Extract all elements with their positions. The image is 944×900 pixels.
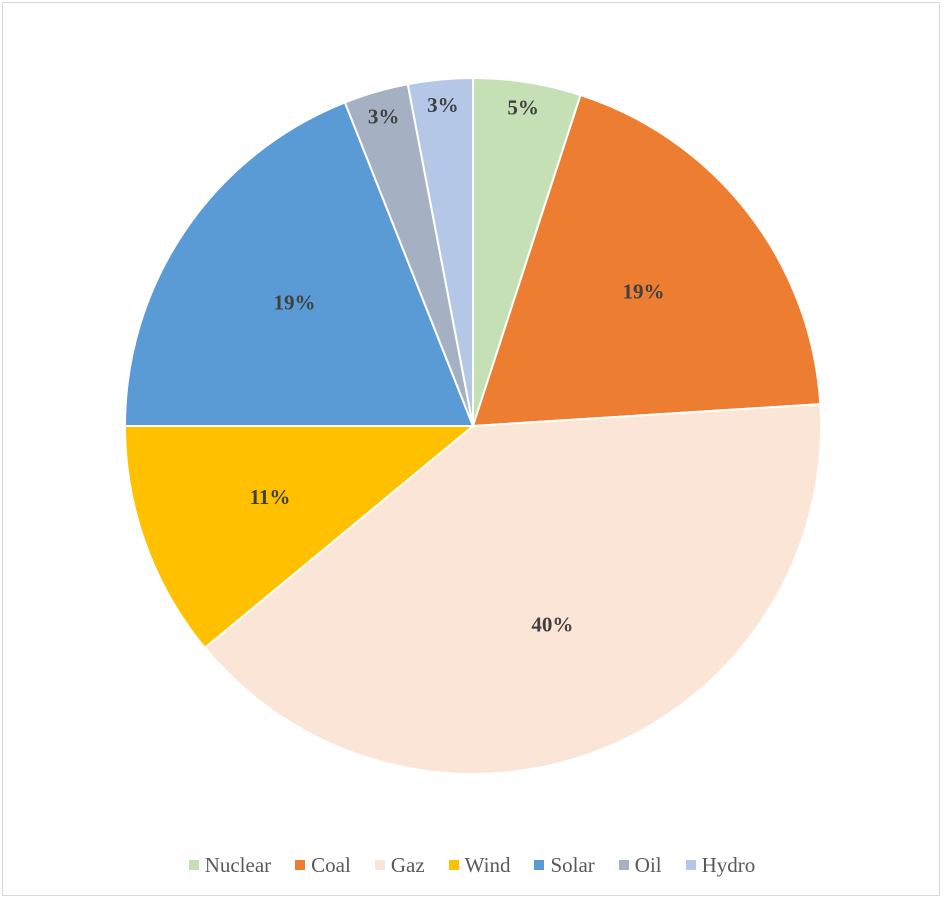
legend-swatch-nuclear [188,860,199,870]
pie-slice-solar [123,101,475,427]
legend-item-hydro: Hydro [685,852,756,878]
legend-label-nuclear: Nuclear [204,852,272,877]
legend-item-gaz: Gaz [374,852,425,878]
legend-item-solar: Solar [534,852,595,878]
pie-slice-wind [123,425,476,650]
legend-swatch-solar [534,860,545,870]
legend-item-coal: Coal [295,853,351,878]
pie-chart: 5% 19% 40% 11% 19% 3% 3% [123,76,822,775]
data-label-coal: 19% [622,280,664,304]
legend-label-solar: Solar [550,852,595,877]
legend-swatch-oil [618,860,629,870]
data-label-wind: 11% [250,485,291,509]
legend-swatch-gaz [374,860,385,870]
data-label-oil: 3% [368,104,400,128]
legend-label-oil: Oil [634,852,662,877]
data-label-hydro: 3% [427,93,459,117]
data-label-nuclear: 5% [507,96,539,120]
legend-swatch-wind [448,860,459,870]
pie-slice-coal [471,93,822,428]
legend-swatch-hydro [685,860,696,870]
legend-label-hydro: Hydro [701,852,756,877]
legend-label-gaz: Gaz [390,852,425,877]
legend-item-wind: Wind [448,852,511,878]
legend-label-wind: Wind [464,852,511,877]
legend-label-coal: Coal [311,852,351,877]
legend-item-nuclear: Nuclear [188,852,272,878]
data-label-gaz: 40% [531,612,573,636]
legend-item-oil: Oil [618,852,662,878]
data-label-solar: 19% [274,291,316,315]
pie-slice-gaz [203,403,822,775]
legend-swatch-coal [295,860,306,870]
legend: Nuclear Coal Gaz Wind Solar Oil Hydro [3,853,941,877]
pie-slice-hydro [406,76,474,427]
